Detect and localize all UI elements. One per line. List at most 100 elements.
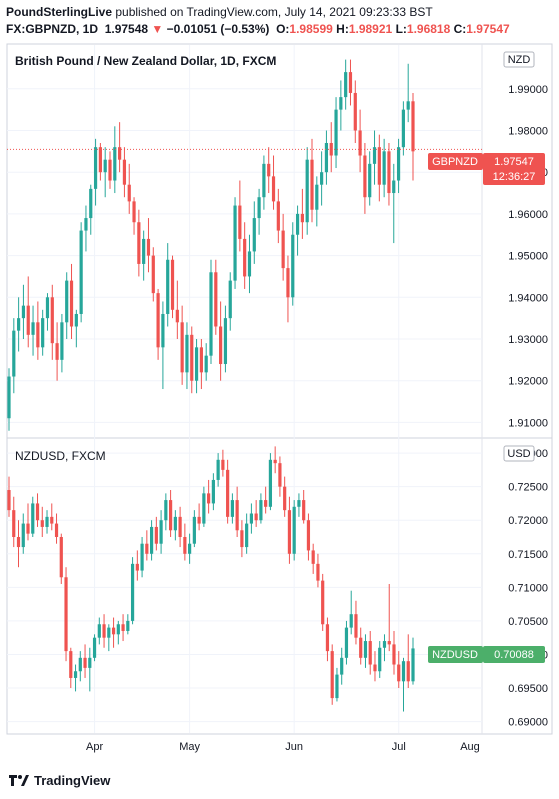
gbpnzd-candle-body: [65, 280, 69, 323]
nzdusd-candle-body: [297, 500, 301, 507]
nzdusd-candle-body: [283, 486, 287, 511]
gbpnzd-candle-body: [204, 355, 208, 373]
nzdusd-candle-body: [349, 614, 353, 628]
gbpnzd-candle-body: [262, 163, 266, 198]
nzdusd-candle-body: [411, 648, 415, 682]
tradingview-brand[interactable]: TradingView: [34, 772, 111, 788]
gbpnzd-candle-body: [247, 251, 252, 277]
nzdusd-candle-body: [178, 516, 182, 537]
nzdusd-candle-body: [249, 513, 253, 524]
chart-border: [6, 43, 553, 735]
gbpnzd-candle-body: [142, 238, 146, 264]
gbpnzd-tick-label: 1.94000: [508, 292, 548, 304]
gbpnzd-symbol-pill: [428, 153, 483, 170]
gbpnzd-candle-body: [300, 213, 304, 223]
open-label: O:: [276, 22, 290, 36]
gbpnzd-candle-body: [180, 322, 184, 373]
nzdusd-candle-body: [292, 506, 296, 554]
publish-info: published on TradingView.com, July 14, 2…: [115, 5, 433, 19]
nzdusd-candle-body: [401, 661, 406, 682]
gbpnzd-candle-body: [45, 297, 50, 319]
nzdusd-candle-body: [107, 627, 111, 638]
nzdusd-tick-label: 0.69000: [508, 717, 548, 729]
nzdusd-candle-body: [149, 526, 154, 554]
nzdusd-candle-body: [330, 651, 334, 699]
nzd-currency-box[interactable]: [503, 51, 535, 68]
publish-line: PoundSterlingLive published on TradingVi…: [6, 4, 556, 21]
gbpnzd-candle-body: [26, 305, 30, 335]
author-name[interactable]: PoundSterlingLive: [6, 5, 113, 19]
nzdusd-candle-body: [368, 641, 372, 665]
gbpnzd-candle-body: [382, 151, 386, 185]
nzdusd-candle-body: [378, 647, 382, 672]
nzdusd-candle-body: [50, 516, 54, 524]
month-label: Jun: [285, 741, 303, 753]
ohlc-line: FX:GBPNZD, 1D 1.97548 ▼ −0.01051 (−0.53%…: [6, 21, 556, 38]
gbpnzd-candle-body: [392, 180, 396, 194]
close-value: 1.97547: [466, 22, 510, 36]
nzdusd-candle-body: [83, 657, 87, 668]
gbpnzd-candle-body: [12, 330, 16, 377]
gbpnzd-candle-body: [113, 147, 117, 181]
nzdusd-candle-body: [45, 516, 49, 527]
month-label: Apr: [86, 741, 103, 753]
nzdusd-candle-body: [382, 641, 387, 648]
gbpnzd-tick-label: 1.91000: [508, 417, 548, 429]
nzdusd-candle-body: [16, 537, 21, 548]
nzdusd-candle-body: [397, 664, 401, 682]
gbpnzd-candle-body: [17, 318, 21, 331]
month-label: Aug: [460, 741, 480, 753]
gbpnzd-candle-body: [411, 101, 415, 152]
gbpnzd-candle-body: [401, 109, 405, 148]
chart-header: PoundSterlingLive published on TradingVi…: [6, 4, 556, 38]
nzdusd-candle-body: [240, 530, 244, 548]
nzdusd-candle-body: [102, 624, 106, 638]
gbpnzd-candle-body: [185, 334, 189, 373]
gbpnzd-candle-body: [69, 280, 74, 327]
gbpnzd-candle-body: [98, 147, 102, 173]
gbpnzd-candle-body: [108, 159, 112, 181]
nzdusd-price-pill: [483, 646, 545, 663]
tradingview-logo-icon: [9, 775, 29, 786]
nzdusd-candle-body: [116, 624, 120, 635]
nzdusd-candle-body: [325, 624, 330, 652]
last-price: 1.97548: [104, 22, 149, 36]
nzdusd-candle-body: [154, 526, 158, 544]
gbpnzd-candle-body: [348, 72, 353, 93]
nzdusd-candle-body: [235, 500, 239, 531]
nzdusd-candle-body: [306, 520, 311, 551]
gbpnzd-candle-body: [334, 109, 338, 156]
nzdusd-candle-body: [392, 644, 396, 665]
nzdusd-candle-body: [73, 671, 78, 678]
nzdusd-candle-body: [188, 543, 192, 554]
nzdusd-candle-body: [64, 577, 68, 652]
nzdusd-tick-label: 0.71000: [508, 582, 548, 594]
gbpnzd-candle-body: [199, 347, 203, 373]
nzdusd-candle-body: [211, 479, 215, 504]
gbpnzd-candle-body: [377, 147, 381, 185]
gbpnzd-candle-body: [368, 163, 372, 198]
nzdusd-candle-body: [159, 520, 163, 544]
gbpnzd-candle-body: [358, 130, 362, 156]
gbpnzd-candle-body: [271, 176, 276, 202]
nzdusd-candle-body: [197, 516, 201, 524]
nzdusd-candle-body: [97, 624, 101, 638]
gbpnzd-price-value: 1.97547: [494, 156, 534, 168]
gbpnzd-candle-body: [84, 218, 88, 231]
nzdusd-candle-body: [192, 516, 196, 544]
nzdusd-candle-body: [335, 674, 339, 699]
nzdusd-candle-body: [26, 523, 30, 534]
usd-currency-box[interactable]: [503, 445, 535, 462]
gbpnzd-candle-body: [166, 259, 170, 314]
gbpnzd-candle-body: [228, 280, 232, 319]
month-label: May: [179, 741, 200, 753]
gbpnzd-candle-body: [406, 101, 410, 110]
price-axes: 1.91000 1.92000 1.93000 1.94000 1.95000 1.960…: [508, 84, 548, 729]
gbpnzd-candle-body: [31, 322, 35, 335]
gbpnzd-candle-body: [122, 159, 127, 185]
gbpnzd-candle-body: [170, 259, 175, 310]
pane1-title: British Pound / New Zealand Dollar, 1D, …: [15, 54, 276, 68]
gbpnzd-candle-body: [79, 230, 83, 314]
gbpnzd-candle-body: [50, 297, 54, 344]
